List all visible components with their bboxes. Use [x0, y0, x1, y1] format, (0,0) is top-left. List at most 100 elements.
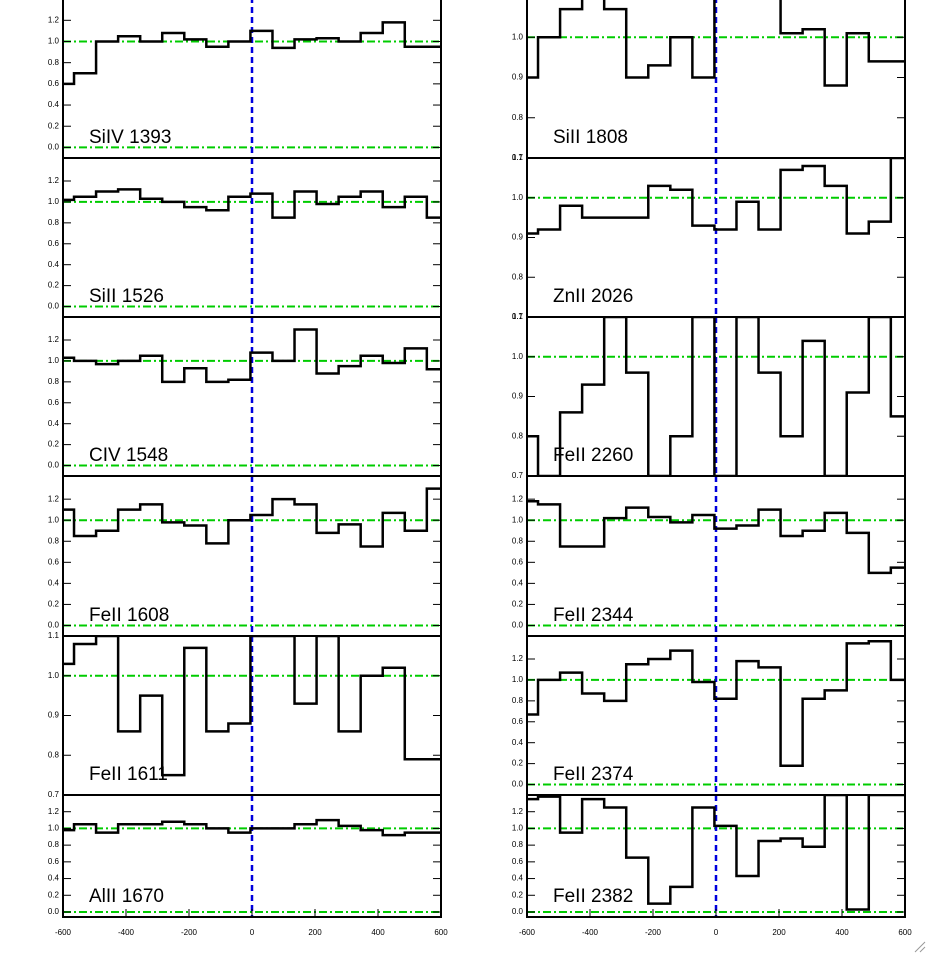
y-tick-label: 0.6 — [48, 557, 60, 566]
panel — [527, 0, 905, 158]
y-tick-label: 0.7 — [48, 790, 60, 799]
panel — [63, 0, 441, 158]
panel — [527, 317, 905, 476]
x-tick-label: -600 — [519, 928, 536, 937]
y-tick-label: 0.8 — [48, 536, 60, 545]
y-tick-label: 1.0 — [48, 515, 60, 524]
y-tick-label: 1.0 — [512, 824, 524, 833]
y-tick-label: 0.2 — [512, 600, 524, 609]
y-tick-label: 1.0 — [512, 32, 524, 41]
y-tick-label: 0.6 — [48, 79, 60, 88]
y-tick-label: 1.1 — [512, 0, 524, 1]
y-tick-label: 0.8 — [512, 431, 524, 440]
x-tick-label: 400 — [371, 928, 385, 937]
y-tick-label: 0.4 — [48, 419, 60, 428]
y-tick-label: 0.8 — [48, 840, 60, 849]
spectrum — [63, 487, 441, 548]
y-tick-label: 0.4 — [48, 578, 60, 587]
x-tick-label: 0 — [714, 928, 719, 937]
line-label: FeII 2374 — [553, 764, 634, 785]
y-tick-label: 0.6 — [48, 398, 60, 407]
y-tick-label: 0.0 — [48, 907, 60, 916]
y-tick-label: 0.4 — [512, 578, 524, 587]
y-tick-label: 0.9 — [512, 392, 524, 401]
spectrum — [63, 636, 441, 777]
line-label: FeII 1611 — [89, 764, 168, 785]
y-tick-label: 1.0 — [48, 197, 60, 206]
panel — [527, 476, 905, 636]
x-tick-label: 0 — [250, 928, 255, 937]
spectrum — [527, 317, 905, 476]
panel — [63, 158, 441, 317]
y-tick-label: 1.1 — [512, 153, 524, 162]
panel — [63, 317, 441, 476]
y-tick-label: 0.6 — [48, 857, 60, 866]
line-label: SiII 1808 — [553, 127, 628, 148]
x-tick-label: 400 — [835, 928, 849, 937]
spectrum — [527, 639, 905, 767]
y-tick-label: 1.0 — [48, 824, 60, 833]
x-tick-label: -200 — [181, 928, 198, 937]
spectrum — [63, 818, 441, 837]
y-tick-label: 0.2 — [48, 600, 60, 609]
y-tick-label: 1.2 — [48, 335, 60, 344]
y-tick-label: 0.2 — [48, 890, 60, 899]
panel — [527, 158, 905, 317]
y-tick-label: 1.2 — [48, 176, 60, 185]
panel — [63, 476, 441, 636]
spectrum — [63, 188, 441, 219]
y-tick-label: 1.0 — [512, 352, 524, 361]
resize-grip — [914, 941, 926, 953]
y-tick-label: 0.7 — [512, 153, 524, 162]
y-tick-label: 0.0 — [48, 143, 60, 152]
spectrum — [527, 500, 905, 575]
y-tick-label: 0.0 — [48, 621, 60, 630]
y-tick-label: 1.2 — [512, 654, 524, 663]
y-tick-label: 0.0 — [512, 621, 524, 630]
y-tick-label: 1.2 — [48, 15, 60, 24]
y-tick-label: 1.1 — [48, 631, 60, 640]
y-tick-label: 0.6 — [512, 717, 524, 726]
y-tick-label: 1.0 — [512, 193, 524, 202]
y-tick-label: 1.0 — [48, 356, 60, 365]
y-tick-label: 0.9 — [512, 233, 524, 242]
spectrum — [63, 328, 441, 384]
y-tick-label: 0.7 — [512, 471, 524, 480]
y-tick-label: 1.0 — [48, 37, 60, 46]
y-tick-label: 1.0 — [512, 515, 524, 524]
line-label: FeII 2344 — [553, 605, 634, 626]
y-tick-label: 0.6 — [512, 857, 524, 866]
y-tick-label: 0.4 — [48, 260, 60, 269]
line-label: SiII 1526 — [89, 286, 164, 307]
line-label: FeII 2382 — [553, 886, 633, 907]
y-tick-label: 0.0 — [48, 302, 60, 311]
line-label: AlII 1670 — [89, 886, 164, 907]
x-tick-label: 200 — [308, 928, 322, 937]
y-tick-label: 0.9 — [48, 711, 60, 720]
line-label: SiIV 1393 — [89, 127, 171, 148]
y-tick-label: 0.2 — [48, 121, 60, 130]
y-tick-label: 1.2 — [512, 494, 524, 503]
y-tick-label: 1.2 — [512, 807, 524, 816]
y-tick-label: 0.2 — [48, 281, 60, 290]
y-tick-label: 0.8 — [512, 696, 524, 705]
y-tick-label: 0.7 — [512, 312, 524, 321]
y-tick-label: 0.4 — [512, 874, 524, 883]
y-tick-label: 1.2 — [48, 807, 60, 816]
y-tick-label: 0.6 — [48, 239, 60, 248]
x-tick-label: 200 — [772, 928, 786, 937]
y-tick-label: 0.0 — [48, 461, 60, 470]
line-label: FeII 1608 — [89, 605, 169, 626]
y-tick-label: 0.4 — [512, 738, 524, 747]
panel — [527, 636, 905, 795]
y-tick-label: 1.2 — [48, 494, 60, 503]
spectrum — [63, 21, 441, 86]
y-tick-label: 0.8 — [48, 750, 60, 759]
y-tick-label: 0.4 — [48, 874, 60, 883]
y-tick-label: 0.8 — [512, 113, 524, 122]
x-tick-label: -200 — [645, 928, 662, 937]
y-tick-label: 0.8 — [512, 840, 524, 849]
y-tick-label: 0.2 — [512, 759, 524, 768]
y-tick-label: 0.8 — [512, 536, 524, 545]
